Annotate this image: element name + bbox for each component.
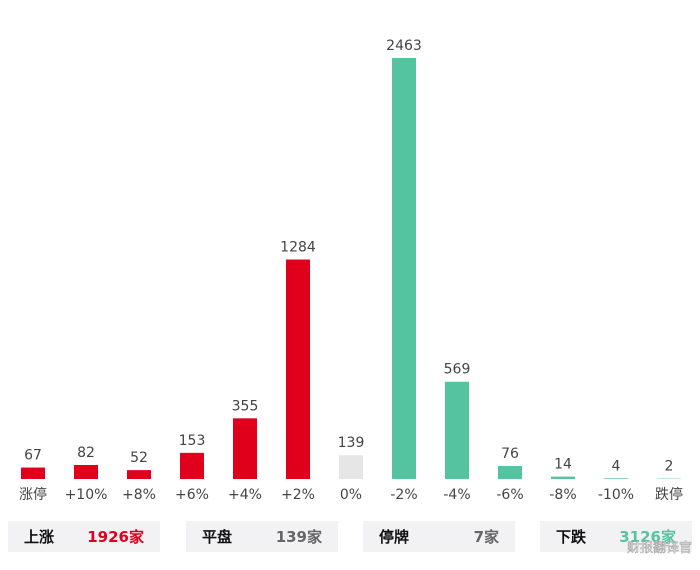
bar (233, 418, 257, 479)
value-label: 52 (130, 450, 148, 466)
bar (339, 455, 363, 479)
x-tick-label: +6% (175, 487, 209, 503)
x-tick-label: -4% (443, 487, 470, 503)
value-label: 76 (501, 446, 519, 462)
summary-label: 上涨 (24, 528, 54, 546)
bar (498, 466, 522, 479)
value-label: 14 (554, 457, 572, 473)
summary-value: 139家 (276, 528, 322, 546)
summary-value: 1926家 (87, 528, 144, 546)
x-tick-label: 0% (340, 487, 362, 503)
value-label: 355 (232, 398, 259, 414)
bar (180, 453, 204, 479)
value-label: 139 (338, 435, 365, 451)
bar (127, 470, 151, 479)
x-tick-label: +10% (65, 487, 108, 503)
x-tick-label: +2% (281, 487, 315, 503)
value-label: 2463 (386, 38, 422, 54)
x-tick-label: -10% (598, 487, 634, 503)
summary-value: 7家 (474, 528, 499, 546)
summary-label: 停牌 (379, 528, 409, 546)
bar (286, 260, 310, 479)
value-label: 1284 (280, 240, 316, 256)
x-tick-label: +8% (122, 487, 156, 503)
x-tick-label: -8% (549, 487, 576, 503)
bar (21, 468, 45, 479)
bar (392, 58, 416, 479)
value-label: 569 (444, 362, 471, 378)
bar (74, 465, 98, 479)
watermark: 财报翻译官 (627, 540, 692, 556)
x-tick-label: 跌停 (655, 486, 683, 503)
summary-label: 平盘 (202, 528, 232, 546)
x-tick-label: 涨停 (19, 486, 47, 503)
x-tick-label: -6% (496, 487, 523, 503)
x-tick-label: +4% (228, 487, 262, 503)
bar (604, 478, 628, 479)
value-label: 82 (77, 445, 95, 461)
bar (445, 382, 469, 479)
value-label: 4 (612, 458, 621, 474)
x-tick-label: -2% (390, 487, 417, 503)
value-label: 2 (665, 459, 674, 475)
value-label: 153 (179, 433, 206, 449)
summary-label: 下跌 (556, 528, 587, 546)
bar (551, 477, 575, 479)
value-label: 67 (24, 448, 42, 464)
